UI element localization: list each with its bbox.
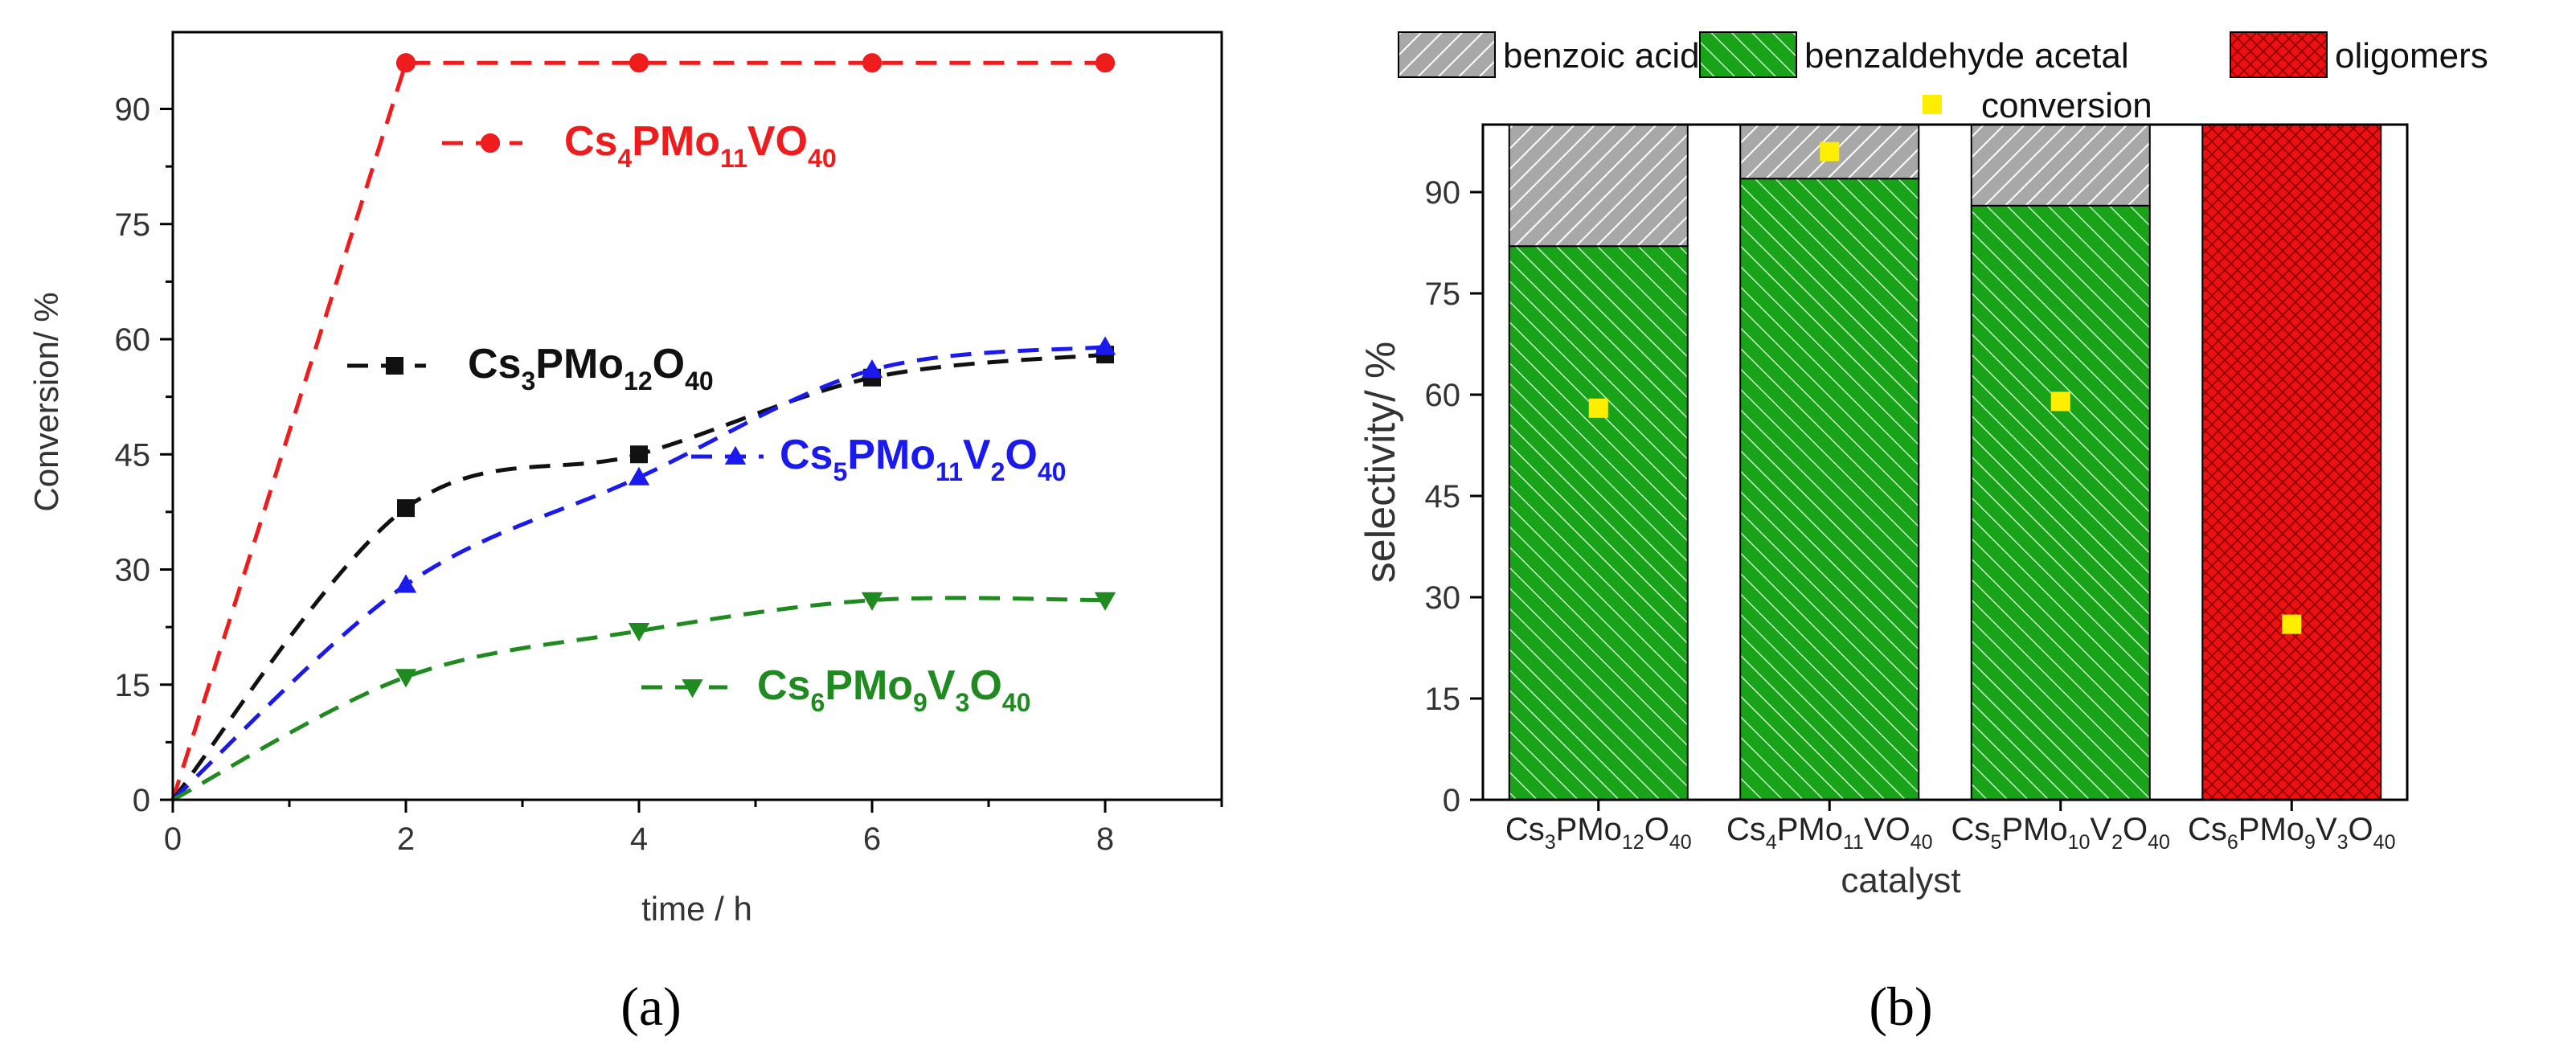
data-point — [630, 445, 648, 464]
panel-label-b: (b) — [1869, 976, 1932, 1037]
category-label: Cs6PMo9V3O40 — [2188, 812, 2395, 854]
y-tick-label: 30 — [115, 553, 151, 588]
y-tick-label: 60 — [115, 322, 151, 358]
data-point — [395, 574, 417, 593]
data-point — [1095, 53, 1116, 73]
x-axis-label: time / h — [641, 890, 752, 928]
selectivity-chart: 0 15 30 45 60 75 90 Cs3PMo12O40 Cs4PMo11VO40 Cs5… — [1358, 31, 2488, 1037]
legend-item-oligomers: oligomers — [2230, 31, 2488, 78]
series-label-text: Cs4PMo11VO40 — [564, 118, 837, 173]
legend-item-benzaldehyde-acetal: benzaldehyde acetal — [1699, 31, 2129, 78]
conversion-point — [1588, 398, 1608, 418]
data-point — [628, 466, 650, 486]
data-point — [861, 592, 883, 611]
label-marker — [724, 445, 747, 465]
data-point — [629, 53, 649, 73]
category-label: Cs3PMo12O40 — [1505, 812, 1692, 854]
series-label-Cs3PMo12O40: Cs3PMo12O40 — [347, 341, 714, 395]
series-label-text: Cs3PMo12O40 — [468, 341, 714, 395]
label-marker — [386, 357, 403, 375]
legend-swatch — [1699, 31, 1797, 78]
series-label-Cs6PMo9V3O40: Cs6PMo9V3O40 — [641, 662, 1030, 717]
x-tick-label: 0 — [164, 822, 182, 857]
legend-label: oligomers — [2335, 36, 2488, 76]
label-marker — [480, 133, 501, 154]
y-tick-label: 45 — [115, 437, 151, 473]
data-point — [1094, 336, 1116, 355]
data-point — [395, 53, 416, 73]
x-tick-label: 2 — [397, 822, 415, 857]
conversion-point — [2050, 391, 2070, 412]
x-axis-label: catalyst — [1841, 861, 1960, 900]
x-tick-label: 4 — [630, 822, 648, 857]
y-axis-label: Conversion/ % — [27, 292, 65, 511]
legend-label: benzaldehyde acetal — [1804, 36, 2129, 76]
y-tick-label: 15 — [115, 668, 151, 703]
y-tick-label: 0 — [1443, 783, 1460, 818]
x-tick-label: 6 — [863, 822, 881, 857]
y-tick-label: 60 — [1425, 378, 1461, 413]
panel-label-a: (a) — [620, 976, 681, 1037]
series-label-text: Cs5PMo11V2O40 — [780, 432, 1066, 486]
legend-label: benzoic acid — [1503, 36, 1700, 76]
legend: benzoic acid benzaldehyde acetal oligomers… — [1398, 31, 2488, 125]
legend-swatch — [1398, 31, 1496, 78]
series-Cs4PMo11VO40 — [170, 53, 1116, 801]
y-tick-label: 30 — [1425, 580, 1461, 616]
data-point — [1094, 592, 1116, 611]
series-Cs5PMo11V2O40 — [171, 336, 1116, 801]
legend-swatch — [2230, 31, 2328, 78]
series-line — [170, 60, 1105, 801]
category-label: Cs5PMo10V2O40 — [1951, 812, 2170, 854]
legend-swatch — [1923, 95, 1942, 114]
series-line — [171, 352, 1106, 801]
legend-label: conversion — [1981, 86, 2152, 125]
data-point — [395, 669, 417, 688]
y-tick-label: 45 — [1425, 479, 1461, 514]
conversion-chart: 0 15 30 45 60 75 90 0 2 4 6 8 time / h Conversion/… — [27, 31, 1223, 1037]
bar-benzaldehyde-acetal — [1508, 245, 1689, 801]
conversion-point — [2282, 614, 2302, 634]
label-marker — [682, 679, 703, 699]
series-line — [171, 596, 1106, 802]
y-tick-label: 75 — [1425, 277, 1461, 312]
y-tick-label: 90 — [115, 92, 151, 128]
bar-oligomers — [2201, 124, 2382, 801]
y-tick-label: 75 — [115, 207, 151, 243]
series-label-Cs4PMo11VO40: Cs4PMo11VO40 — [442, 118, 837, 173]
series-label-text: Cs6PMo9V3O40 — [757, 662, 1030, 717]
conversion-point — [1820, 141, 1840, 162]
y-tick-label: 0 — [133, 783, 150, 818]
legend-item-benzoic-acid: benzoic acid — [1398, 31, 1700, 78]
data-point — [861, 359, 883, 379]
y-tick-label: 90 — [1425, 175, 1461, 211]
x-tick-label: 8 — [1096, 822, 1114, 857]
y-axis-label: selectivity/ % — [1358, 342, 1404, 584]
series-line — [171, 345, 1106, 801]
data-point — [628, 623, 650, 642]
data-point — [862, 53, 883, 73]
bar-benzaldehyde-acetal — [1970, 204, 2151, 801]
legend-item-conversion: conversion — [1923, 86, 2152, 125]
series-Cs3PMo12O40 — [171, 346, 1114, 801]
data-point — [397, 499, 415, 518]
category-label: Cs4PMo11VO40 — [1726, 812, 1933, 854]
bar-benzoic-acid — [1508, 124, 1689, 248]
y-tick-label: 15 — [1425, 682, 1461, 717]
series-Cs6PMo9V3O40 — [171, 592, 1116, 802]
series-label-Cs5PMo11V2O40: Cs5PMo11V2O40 — [691, 432, 1066, 486]
bar-benzaldehyde-acetal — [1739, 178, 1920, 801]
bar-benzoic-acid — [1970, 124, 2151, 207]
